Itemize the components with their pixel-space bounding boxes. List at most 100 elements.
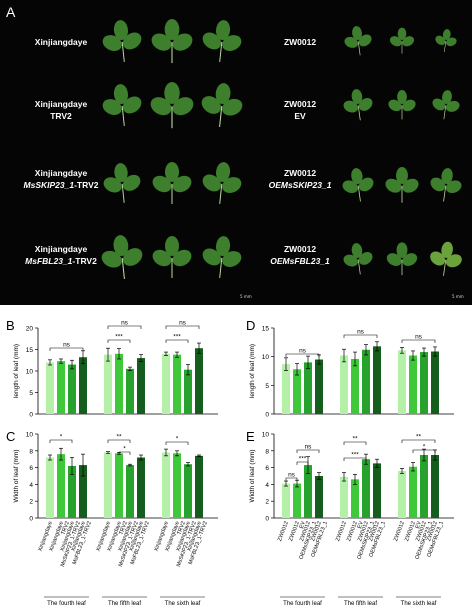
- bar: [79, 465, 87, 518]
- y-tick-label: 6: [265, 465, 269, 472]
- bar: [304, 465, 312, 518]
- bar: [115, 453, 123, 518]
- y-axis-label: Width of leaf (mm): [249, 449, 256, 502]
- group-label: The fourth leaf: [283, 601, 322, 607]
- leaflet: [222, 98, 243, 116]
- significance-bracket: [412, 449, 436, 453]
- leaflet: [113, 20, 128, 41]
- bar: [431, 351, 439, 414]
- leaflet: [172, 249, 192, 267]
- group-label: The sixth leaf: [401, 601, 437, 607]
- significance-label: ns: [305, 444, 313, 451]
- significance-bracket: [165, 441, 189, 445]
- leaf-petiole: [357, 41, 361, 56]
- panel-letter-a: A: [6, 4, 16, 20]
- leaflet: [396, 242, 408, 258]
- bar: [409, 355, 417, 414]
- leaflet: [165, 162, 179, 182]
- significance-label: ***: [115, 334, 123, 341]
- x-category-label: EV: [299, 520, 307, 529]
- leaflet: [351, 243, 363, 259]
- significance-label: *: [423, 444, 426, 451]
- leaflet: [152, 249, 172, 267]
- leaflet: [101, 250, 122, 268]
- scale-bar-left: 5 mm: [240, 294, 252, 299]
- significance-bracket: [118, 451, 131, 455]
- leaflet: [358, 98, 373, 111]
- y-tick-label: 8: [265, 448, 269, 455]
- y-tick-label: 5: [29, 390, 33, 397]
- group-label: The sixth leaf: [165, 601, 201, 607]
- photo-label-row1-right: ZW0012: [283, 37, 317, 47]
- y-tick-label: 0: [265, 412, 269, 419]
- significance-label: *: [60, 434, 63, 441]
- leaflet: [216, 236, 231, 257]
- bar: [126, 465, 134, 518]
- trifoliate-leaf: [388, 90, 416, 120]
- significance-bracket: [296, 449, 320, 453]
- significance-label: ns: [288, 472, 296, 479]
- trifoliate-leaf: [101, 235, 143, 280]
- leaflet: [352, 26, 362, 41]
- bar: [431, 455, 439, 518]
- leaflet: [445, 100, 460, 112]
- bar: [373, 463, 381, 518]
- leaf-petiole: [121, 258, 125, 280]
- leaf-petiole: [443, 185, 447, 202]
- significance-label: **: [416, 434, 422, 441]
- y-axis-label: length of leaf (mm): [249, 344, 256, 398]
- leaflet: [222, 251, 242, 268]
- bar: [162, 452, 170, 518]
- photo-label-row1-left: Xinjiangdaye: [34, 37, 88, 47]
- leaf-petiole: [219, 183, 223, 204]
- photo-label-row4-left: Xinjiangdaye MsFBL23_1-TRV2: [25, 244, 97, 266]
- bar: [315, 476, 323, 518]
- leaflet: [385, 178, 402, 193]
- bar: [351, 358, 359, 414]
- bar: [409, 466, 417, 518]
- bar: [373, 346, 381, 414]
- photo-label-row3-left: Xinjiangdaye MsSKIP23_1-TRV2: [23, 168, 99, 190]
- leaflet: [402, 99, 416, 112]
- y-tick-label: 2: [265, 499, 269, 506]
- bar: [68, 465, 76, 518]
- leaflet: [402, 253, 418, 266]
- leaflet: [445, 180, 462, 194]
- leaflet: [172, 97, 194, 116]
- leaflet: [216, 162, 231, 183]
- bar: [46, 362, 54, 414]
- trifoliate-leaf: [103, 163, 141, 203]
- bar: [340, 355, 348, 414]
- bar: [282, 364, 290, 414]
- significance-bracket: [343, 334, 378, 338]
- y-tick-label: 5: [265, 383, 269, 390]
- leaflet: [435, 35, 446, 46]
- leaflet: [113, 84, 128, 105]
- leaflet: [432, 98, 446, 111]
- trifoliate-leaf: [386, 242, 418, 276]
- bar: [46, 457, 54, 518]
- significance-bracket: [343, 457, 367, 461]
- trifoliate-leaf: [151, 19, 193, 64]
- trifoliate-leaf: [342, 168, 374, 202]
- bar: [293, 369, 301, 414]
- leaflet: [397, 90, 407, 104]
- leaf-petiole: [219, 41, 223, 62]
- y-tick-label: 0: [265, 516, 269, 523]
- leaflet: [172, 33, 193, 51]
- leaflet: [358, 34, 372, 47]
- bar: [137, 358, 145, 414]
- significance-label: ***: [351, 452, 359, 459]
- group-label: The fourth leaf: [47, 601, 86, 607]
- leaf-petiole: [357, 259, 361, 275]
- significance-label: ns: [357, 329, 365, 336]
- bar: [184, 369, 192, 414]
- y-tick-label: 0: [29, 412, 33, 419]
- leaf-petiole: [219, 106, 223, 128]
- bar: [398, 470, 406, 518]
- leaflet: [344, 36, 359, 48]
- leaflet: [442, 90, 452, 105]
- photo-label-row4-right: ZW0012 OEMsFBL23_1: [270, 244, 330, 266]
- photo-label-row2-right: ZW0012 EV: [283, 99, 317, 121]
